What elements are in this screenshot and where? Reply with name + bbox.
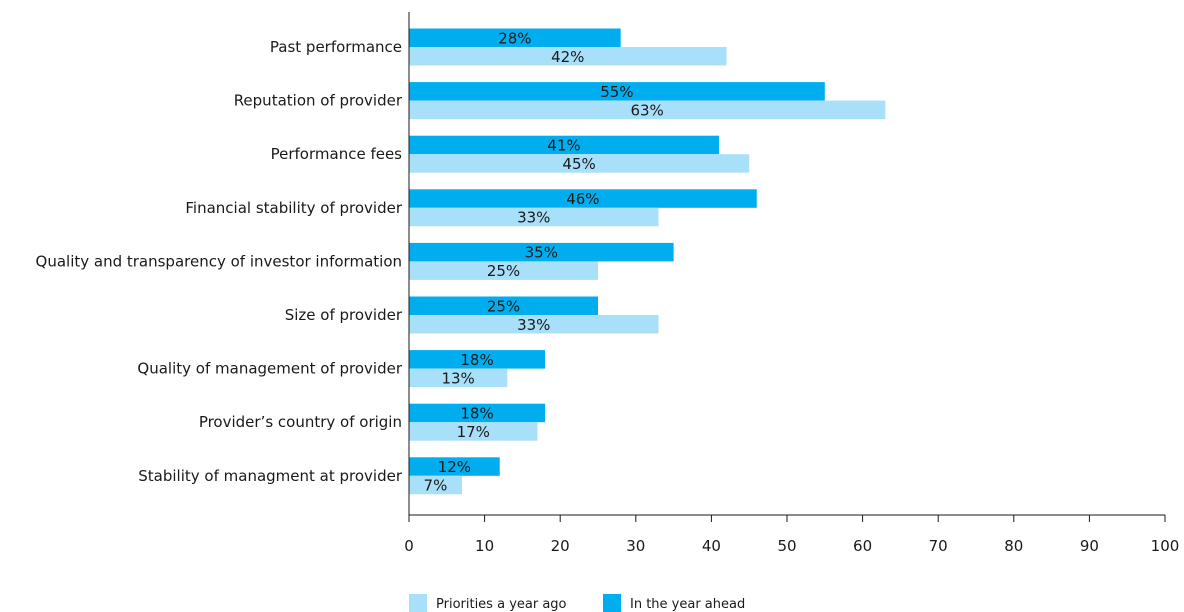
data-label: 7% [424,477,448,495]
bar [409,100,886,120]
bar [409,457,500,476]
data-label: 25% [487,297,520,315]
data-label: 17% [457,423,490,441]
bar [409,368,508,388]
category-label: Quality of management of provider [137,360,402,378]
category-label: Quality and transparency of investor inf… [36,252,402,270]
legend: Priorities a year ago In the year ahead [409,594,745,612]
bar [409,350,546,369]
legend-swatch [603,594,621,612]
bar [409,422,538,441]
data-label: 41% [547,136,580,154]
data-label: 35% [525,244,558,262]
data-label: 18% [460,351,493,369]
x-axis: 0 10 20 30 40 50 60 70 80 90 100 [404,12,1179,555]
bar [409,207,659,227]
bar [409,189,757,208]
bar [409,28,621,47]
category-label: Size of provider [285,306,403,324]
category-label: Financial stability of provider [185,199,402,217]
category-label: Reputation of provider [234,92,403,110]
bar [409,403,546,423]
x-tick-label: 100 [1151,537,1180,555]
x-tick-label: 10 [475,537,494,555]
bar [409,154,750,173]
data-label: 12% [438,458,471,476]
x-tick-label: 50 [777,537,796,555]
category-label: Performance fees [271,145,403,163]
category-label: Past performance [270,38,402,56]
x-tick-label: 40 [702,537,721,555]
data-label: 33% [517,316,550,334]
data-label: 28% [498,29,531,47]
data-label: 42% [551,48,584,66]
category-label: Provider’s country of origin [199,413,402,431]
bar [409,315,659,334]
data-labels-layer: 28%42%55%63%41%45%46%33%35%25%25%33%18%1… [424,29,664,494]
data-label: 63% [630,101,663,119]
category-label: Stability of managment at provider [138,467,403,485]
x-tick-label: 30 [626,537,645,555]
data-label: 18% [460,404,493,422]
data-label: 55% [600,83,633,101]
x-tick-label: 80 [1004,537,1023,555]
bars-layer [409,28,886,495]
x-tick-label: 0 [404,537,414,555]
x-tick-label: 20 [551,537,570,555]
legend-label: Priorities a year ago [436,597,567,612]
legend-label: In the year ahead [630,597,745,612]
bar [409,296,598,315]
category-labels-layer: Past performance Reputation of provider Pe… [36,38,403,485]
legend-swatch [409,594,427,612]
bar [409,475,462,495]
data-label: 25% [487,262,520,280]
bar [409,82,825,101]
data-label: 13% [441,369,474,387]
x-tick-label: 70 [929,537,948,555]
bar [409,261,598,280]
bar [409,47,727,66]
data-label: 45% [562,155,595,173]
x-tick-label: 90 [1080,537,1099,555]
bar [409,242,674,262]
bar [409,135,719,155]
data-label: 46% [566,190,599,208]
data-label: 33% [517,209,550,227]
x-tick-label: 60 [853,537,872,555]
